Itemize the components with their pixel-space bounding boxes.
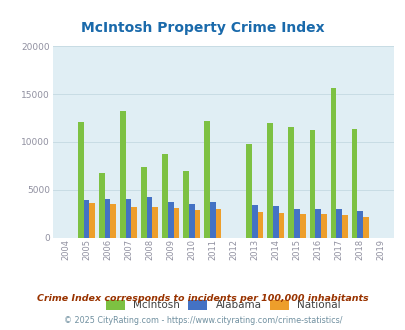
Bar	[246, 144, 252, 238]
Bar	[293, 209, 299, 238]
Bar	[194, 210, 200, 238]
Text: © 2025 CityRating.com - https://www.cityrating.com/crime-statistics/: © 2025 CityRating.com - https://www.city…	[64, 315, 341, 325]
Bar	[141, 167, 147, 238]
Bar	[273, 206, 278, 238]
Bar	[99, 173, 104, 238]
Bar	[131, 207, 137, 238]
Bar	[267, 123, 273, 238]
Bar	[152, 207, 158, 238]
Bar	[215, 209, 221, 238]
Bar	[288, 127, 293, 238]
Bar	[110, 204, 116, 238]
Bar	[167, 202, 173, 238]
Text: Crime Index corresponds to incidents per 100,000 inhabitants: Crime Index corresponds to incidents per…	[37, 294, 368, 303]
Bar	[89, 203, 95, 238]
Bar	[209, 202, 215, 238]
Bar	[341, 214, 347, 238]
Bar	[147, 197, 152, 238]
Bar	[183, 171, 188, 238]
Bar	[188, 204, 194, 238]
Bar	[83, 200, 89, 238]
Bar	[314, 209, 320, 238]
Bar	[173, 208, 179, 238]
Bar	[120, 111, 126, 238]
Bar	[335, 209, 341, 238]
Legend: McIntosh, Alabama, National: McIntosh, Alabama, National	[106, 300, 340, 311]
Bar	[309, 130, 314, 238]
Bar	[162, 154, 167, 238]
Bar	[104, 199, 110, 238]
Bar	[252, 205, 257, 238]
Bar	[320, 214, 326, 238]
Bar	[330, 88, 335, 238]
Text: McIntosh Property Crime Index: McIntosh Property Crime Index	[81, 21, 324, 35]
Bar	[257, 212, 263, 238]
Bar	[356, 211, 362, 238]
Bar	[204, 121, 209, 238]
Bar	[299, 214, 305, 238]
Bar	[362, 216, 368, 238]
Bar	[278, 213, 284, 238]
Bar	[126, 199, 131, 238]
Bar	[78, 122, 83, 238]
Bar	[351, 128, 356, 238]
